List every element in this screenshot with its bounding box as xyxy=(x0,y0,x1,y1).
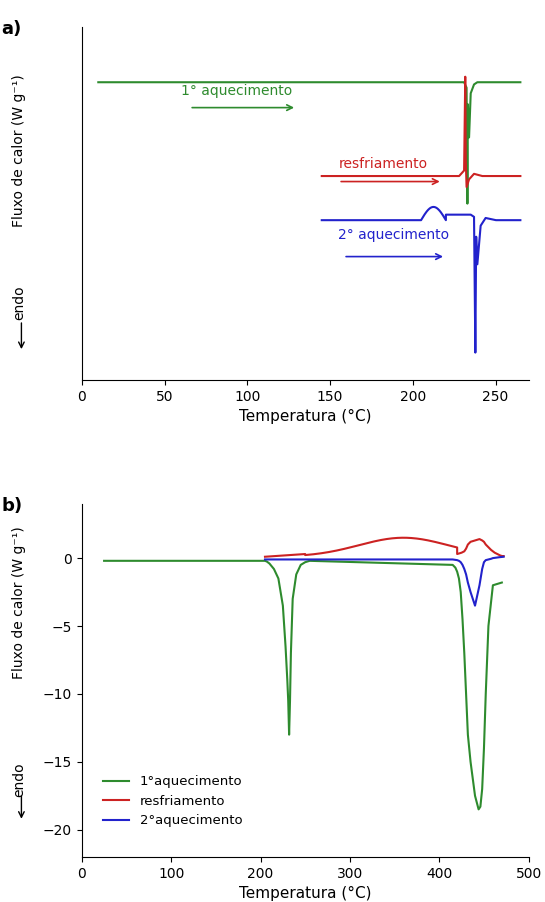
X-axis label: Temperatura (°C): Temperatura (°C) xyxy=(239,886,372,901)
X-axis label: Temperatura (°C): Temperatura (°C) xyxy=(239,410,372,425)
Text: b): b) xyxy=(1,497,22,515)
Text: 1° aquecimento: 1° aquecimento xyxy=(181,85,292,98)
Text: Fluxo de calor (W g⁻¹): Fluxo de calor (W g⁻¹) xyxy=(12,74,26,227)
Text: 2° aquecimento: 2° aquecimento xyxy=(338,228,450,242)
Text: endo: endo xyxy=(12,762,26,796)
Text: a): a) xyxy=(1,20,22,38)
Text: Fluxo de calor (W g⁻¹): Fluxo de calor (W g⁻¹) xyxy=(12,526,26,679)
Text: resfriamento: resfriamento xyxy=(338,157,427,171)
Y-axis label: Fluxo de calor (W g⁻¹): Fluxo de calor (W g⁻¹) xyxy=(0,901,1,902)
Legend: 1°aquecimento, resfriamento, 2°aquecimento: 1°aquecimento, resfriamento, 2°aquecimen… xyxy=(98,770,247,833)
Text: endo: endo xyxy=(12,285,26,320)
